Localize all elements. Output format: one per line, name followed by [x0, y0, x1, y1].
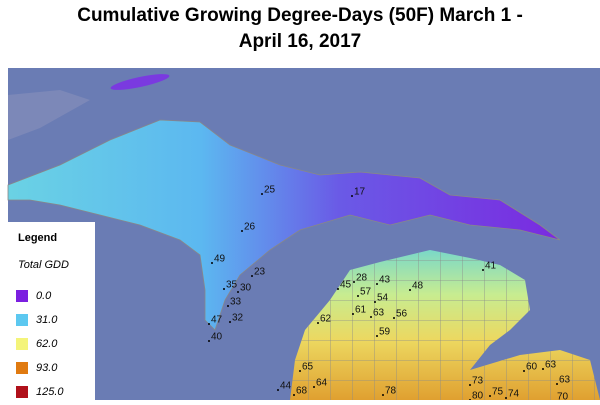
station-dot	[542, 368, 544, 370]
station-dot	[313, 386, 315, 388]
station-label: 78	[385, 386, 397, 397]
station-dot	[227, 305, 229, 307]
legend: Legend Total GDD 0.0 31.0 62.0 93.0 125.0	[8, 222, 95, 400]
station-dot	[505, 397, 507, 399]
station-label: 75	[492, 387, 504, 398]
station-dot	[229, 321, 231, 323]
station-label: 74	[508, 389, 520, 400]
legend-label: 93.0	[36, 362, 58, 374]
station-dot	[208, 340, 210, 342]
legend-swatch	[16, 290, 28, 302]
station-dot	[523, 370, 525, 372]
station-label: 23	[254, 267, 266, 278]
station-dot	[556, 383, 558, 385]
station-dot	[237, 291, 239, 293]
station-dot	[293, 394, 295, 396]
station-dot	[223, 288, 225, 290]
station-label: 40	[211, 332, 223, 343]
station-label: 80	[472, 391, 484, 400]
station-dot	[208, 323, 210, 325]
title-line: Cumulative Growing Degree-Days (50F) Mar…	[77, 5, 523, 26]
station-label: 70	[557, 392, 569, 400]
station-label: 56	[396, 309, 408, 320]
station-label: 44	[280, 381, 292, 392]
isle-royale	[110, 74, 170, 90]
station-dot	[382, 394, 384, 396]
station-label: 35	[226, 280, 238, 291]
station-dot	[357, 295, 359, 297]
legend-label: 31.0	[36, 314, 58, 326]
station-dot	[489, 395, 491, 397]
station-dot	[277, 389, 279, 391]
station-label: 32	[232, 313, 244, 324]
station-dot	[482, 269, 484, 271]
station-dot	[317, 322, 319, 324]
title-line: April 16, 2017	[239, 31, 362, 52]
upper-peninsula	[7, 119, 561, 331]
legend-swatch	[16, 386, 28, 398]
station-dot	[393, 317, 395, 319]
station-label: 63	[545, 360, 557, 371]
station-label: 64	[316, 378, 328, 389]
station-dot	[370, 316, 372, 318]
legend-swatch	[16, 338, 28, 350]
legend-subtitle: Total GDD	[18, 259, 69, 271]
station-dot	[299, 370, 301, 372]
station-label: 43	[379, 275, 391, 286]
station-label: 41	[485, 261, 497, 272]
station-dot	[376, 283, 378, 285]
station-label: 60	[526, 362, 538, 373]
station-label: 17	[354, 187, 366, 198]
title: Cumulative Growing Degree-Days (50F) Mar…	[77, 5, 523, 52]
station-dot	[409, 289, 411, 291]
station-dot	[469, 384, 471, 386]
station-label: 54	[377, 293, 389, 304]
station-dot	[351, 195, 353, 197]
station-label: 25	[264, 185, 276, 196]
legend-title: Legend	[18, 232, 57, 244]
station-dot	[374, 301, 376, 303]
station-dot	[251, 275, 253, 277]
stations: 25 17 26 49 23 35 30 33 32 47 40 28 45 57 43 48 41 54 61 63…	[208, 185, 571, 403]
station-label: 48	[412, 281, 424, 292]
station-label: 63	[559, 375, 571, 386]
station-label: 30	[240, 283, 252, 294]
station-label: 63	[373, 308, 385, 319]
station-label: 73	[472, 376, 484, 387]
station-label: 28	[356, 273, 368, 284]
station-dot	[241, 230, 243, 232]
station-label: 33	[230, 297, 242, 308]
legend-label: 125.0	[36, 386, 64, 398]
station-label: 57	[360, 287, 372, 298]
station-dot	[337, 288, 339, 290]
station-label: 59	[379, 327, 391, 338]
station-label: 65	[302, 362, 314, 373]
legend-swatch	[16, 314, 28, 326]
station-dot	[211, 262, 213, 264]
station-label: 68	[296, 386, 308, 397]
legend-label: 0.0	[36, 290, 52, 302]
legend-swatch	[16, 362, 28, 374]
legend-label: 62.0	[36, 338, 58, 350]
station-dot	[261, 193, 263, 195]
station-dot	[376, 335, 378, 337]
station-label: 26	[244, 222, 256, 233]
station-label: 45	[340, 280, 352, 291]
station-label: 61	[355, 305, 367, 316]
station-label: 47	[211, 315, 223, 326]
station-dot	[353, 281, 355, 283]
station-label: 62	[320, 314, 332, 325]
station-label: 49	[214, 254, 226, 265]
station-dot	[352, 313, 354, 315]
land-north	[8, 90, 90, 140]
